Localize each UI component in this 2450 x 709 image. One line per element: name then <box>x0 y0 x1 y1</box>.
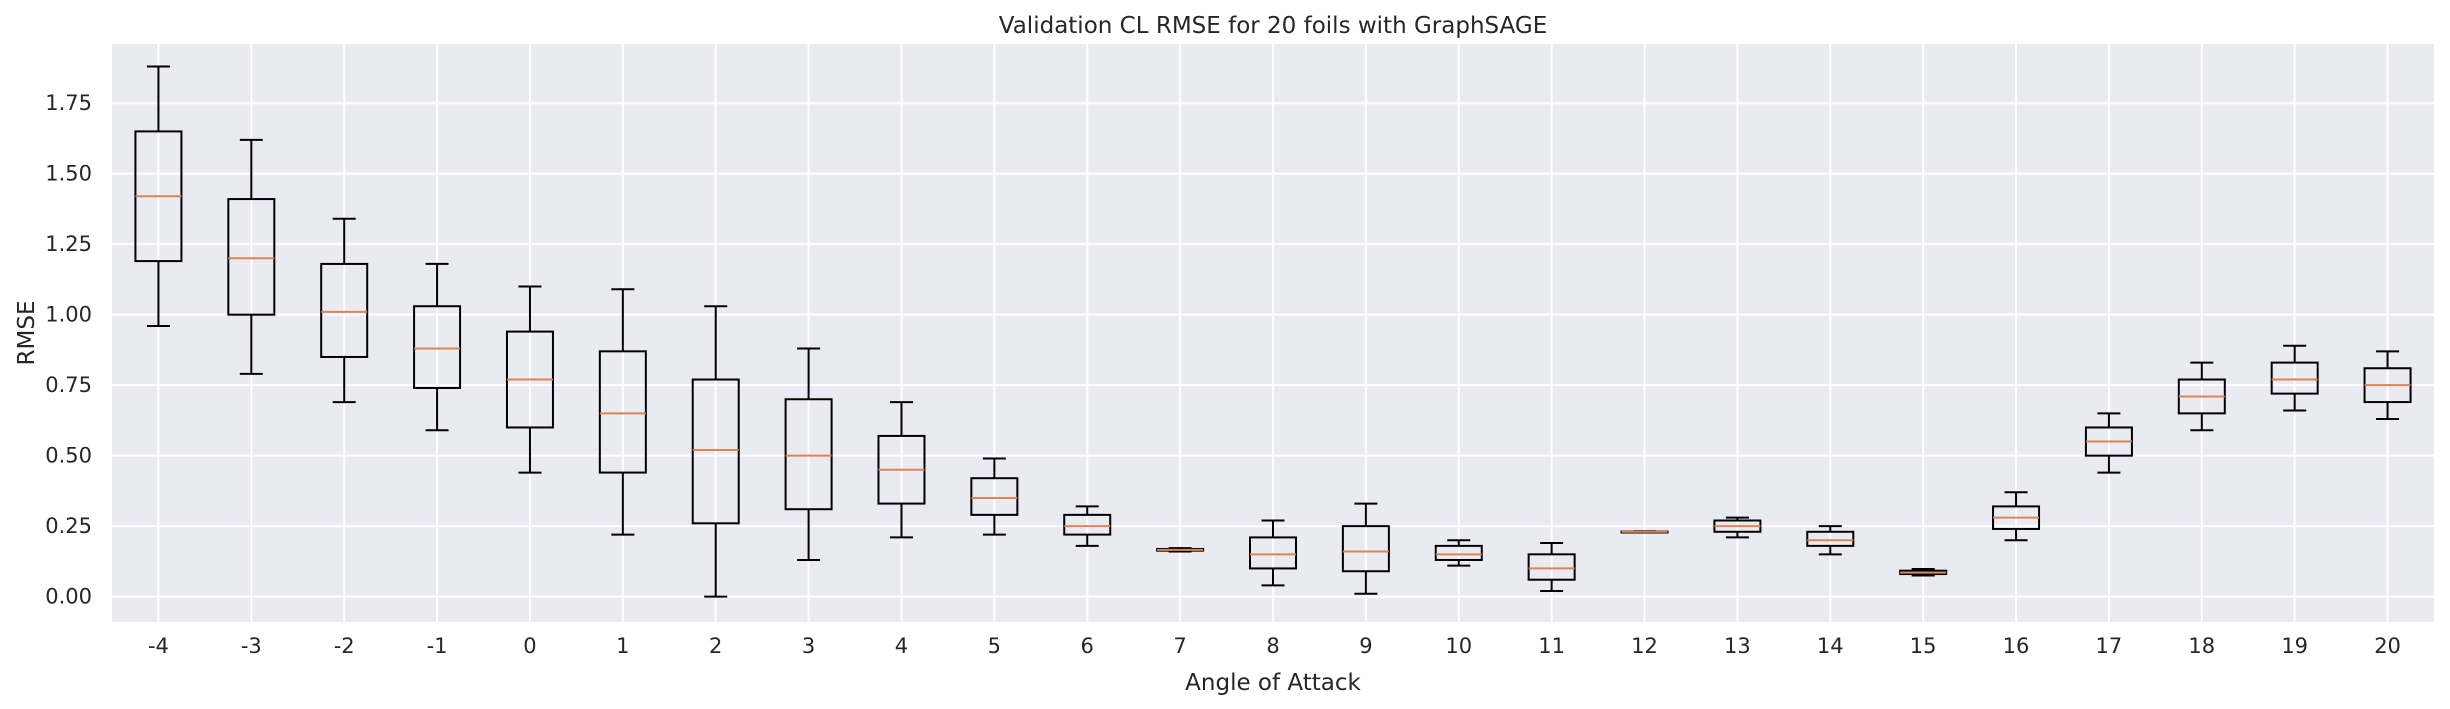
box-17 <box>2084 412 2133 474</box>
box-11 <box>1527 542 1576 592</box>
x-tick-label: 1 <box>616 634 629 658</box>
box-3 <box>784 347 833 561</box>
box-iqr <box>1527 553 1576 581</box>
box-8 <box>1249 519 1297 587</box>
box-15 <box>1899 567 1948 577</box>
box--1 <box>413 262 462 432</box>
x-tick-label: 12 <box>1631 634 1658 658</box>
box-16 <box>1992 491 2041 542</box>
y-tick-label: 0.00 <box>45 585 92 609</box>
x-tick-label: 18 <box>2188 634 2215 658</box>
x-tick-label: 14 <box>1817 634 1844 658</box>
box-13 <box>1713 516 1762 539</box>
y-tick-label: 0.75 <box>45 373 92 397</box>
y-tick-label: 1.25 <box>45 232 92 256</box>
box-7 <box>1156 547 1205 553</box>
box-10 <box>1434 539 1483 567</box>
box-iqr <box>970 477 1019 516</box>
box-19 <box>2270 344 2319 412</box>
box-iqr <box>1434 544 1483 561</box>
y-tick-label: 0.50 <box>45 444 92 468</box>
x-tick-label: -4 <box>148 634 169 658</box>
box-5 <box>970 457 1019 536</box>
x-tick-label: 9 <box>1359 634 1372 658</box>
y-tick-label: 1.50 <box>45 162 92 186</box>
x-tick-label: 0 <box>523 634 536 658</box>
x-tick-label: 20 <box>2374 634 2401 658</box>
box-2 <box>691 305 740 598</box>
box-18 <box>2177 361 2226 432</box>
box-iqr <box>1249 536 1297 570</box>
x-tick-label: 6 <box>1081 634 1094 658</box>
x-tick-label: 15 <box>1910 634 1937 658</box>
x-tick-label: -1 <box>427 634 448 658</box>
x-tick-label: 5 <box>988 634 1001 658</box>
x-tick-labels: -4 -3 -2 -1 0 1 2 3 4 5 6 7 8 9 10 11 12 13 14 15 16 17 18 19 20 <box>148 634 2401 658</box>
box-iqr <box>1341 525 1390 573</box>
x-tick-label: 10 <box>1445 634 1472 658</box>
box-iqr <box>320 262 369 358</box>
x-tick-label: 2 <box>709 634 722 658</box>
box-9 <box>1341 502 1390 595</box>
x-tick-label: -2 <box>334 634 355 658</box>
box-4 <box>877 401 926 539</box>
x-tick-label: 17 <box>2096 634 2123 658</box>
box-iqr <box>227 198 276 316</box>
box-iqr <box>598 350 647 474</box>
x-tick-label: 13 <box>1724 634 1751 658</box>
box-iqr <box>1806 530 1855 547</box>
y-tick-label: 1.75 <box>45 91 92 115</box>
x-tick-label: 4 <box>895 634 908 658</box>
y-axis-label: RMSE <box>14 301 40 366</box>
x-axis-label: Angle of Attack <box>1185 670 1361 696</box>
box-iqr <box>1063 513 1112 536</box>
box-iqr <box>691 378 740 525</box>
x-tick-label: 8 <box>1266 634 1279 658</box>
box--4 <box>134 65 183 327</box>
x-tick-label: -3 <box>241 634 262 658</box>
box--3 <box>227 138 276 375</box>
chart-title: Validation CL RMSE for 20 foils with Gra… <box>999 13 1547 39</box>
box-iqr <box>784 398 833 511</box>
box-14 <box>1806 525 1855 556</box>
y-tick-label: 0.25 <box>45 514 92 538</box>
box-6 <box>1063 505 1112 547</box>
box-iqr <box>2270 361 2319 395</box>
box-0 <box>505 285 554 474</box>
y-tick-label: 1.00 <box>45 303 92 327</box>
box-iqr <box>413 305 462 389</box>
x-tick-label: 16 <box>2003 634 2030 658</box>
box-20 <box>2363 350 2412 420</box>
x-tick-label: 11 <box>1538 634 1565 658</box>
box-12 <box>1620 530 1669 534</box>
x-tick-label: 19 <box>2281 634 2308 658</box>
x-tick-label: 3 <box>802 634 815 658</box>
box-1 <box>598 288 647 536</box>
y-tick-labels: 0.00 0.25 0.50 0.75 1.00 1.25 1.50 1.75 <box>45 91 92 608</box>
boxes <box>134 65 2412 598</box>
box--2 <box>320 217 369 404</box>
x-tick-label: 7 <box>1173 634 1186 658</box>
